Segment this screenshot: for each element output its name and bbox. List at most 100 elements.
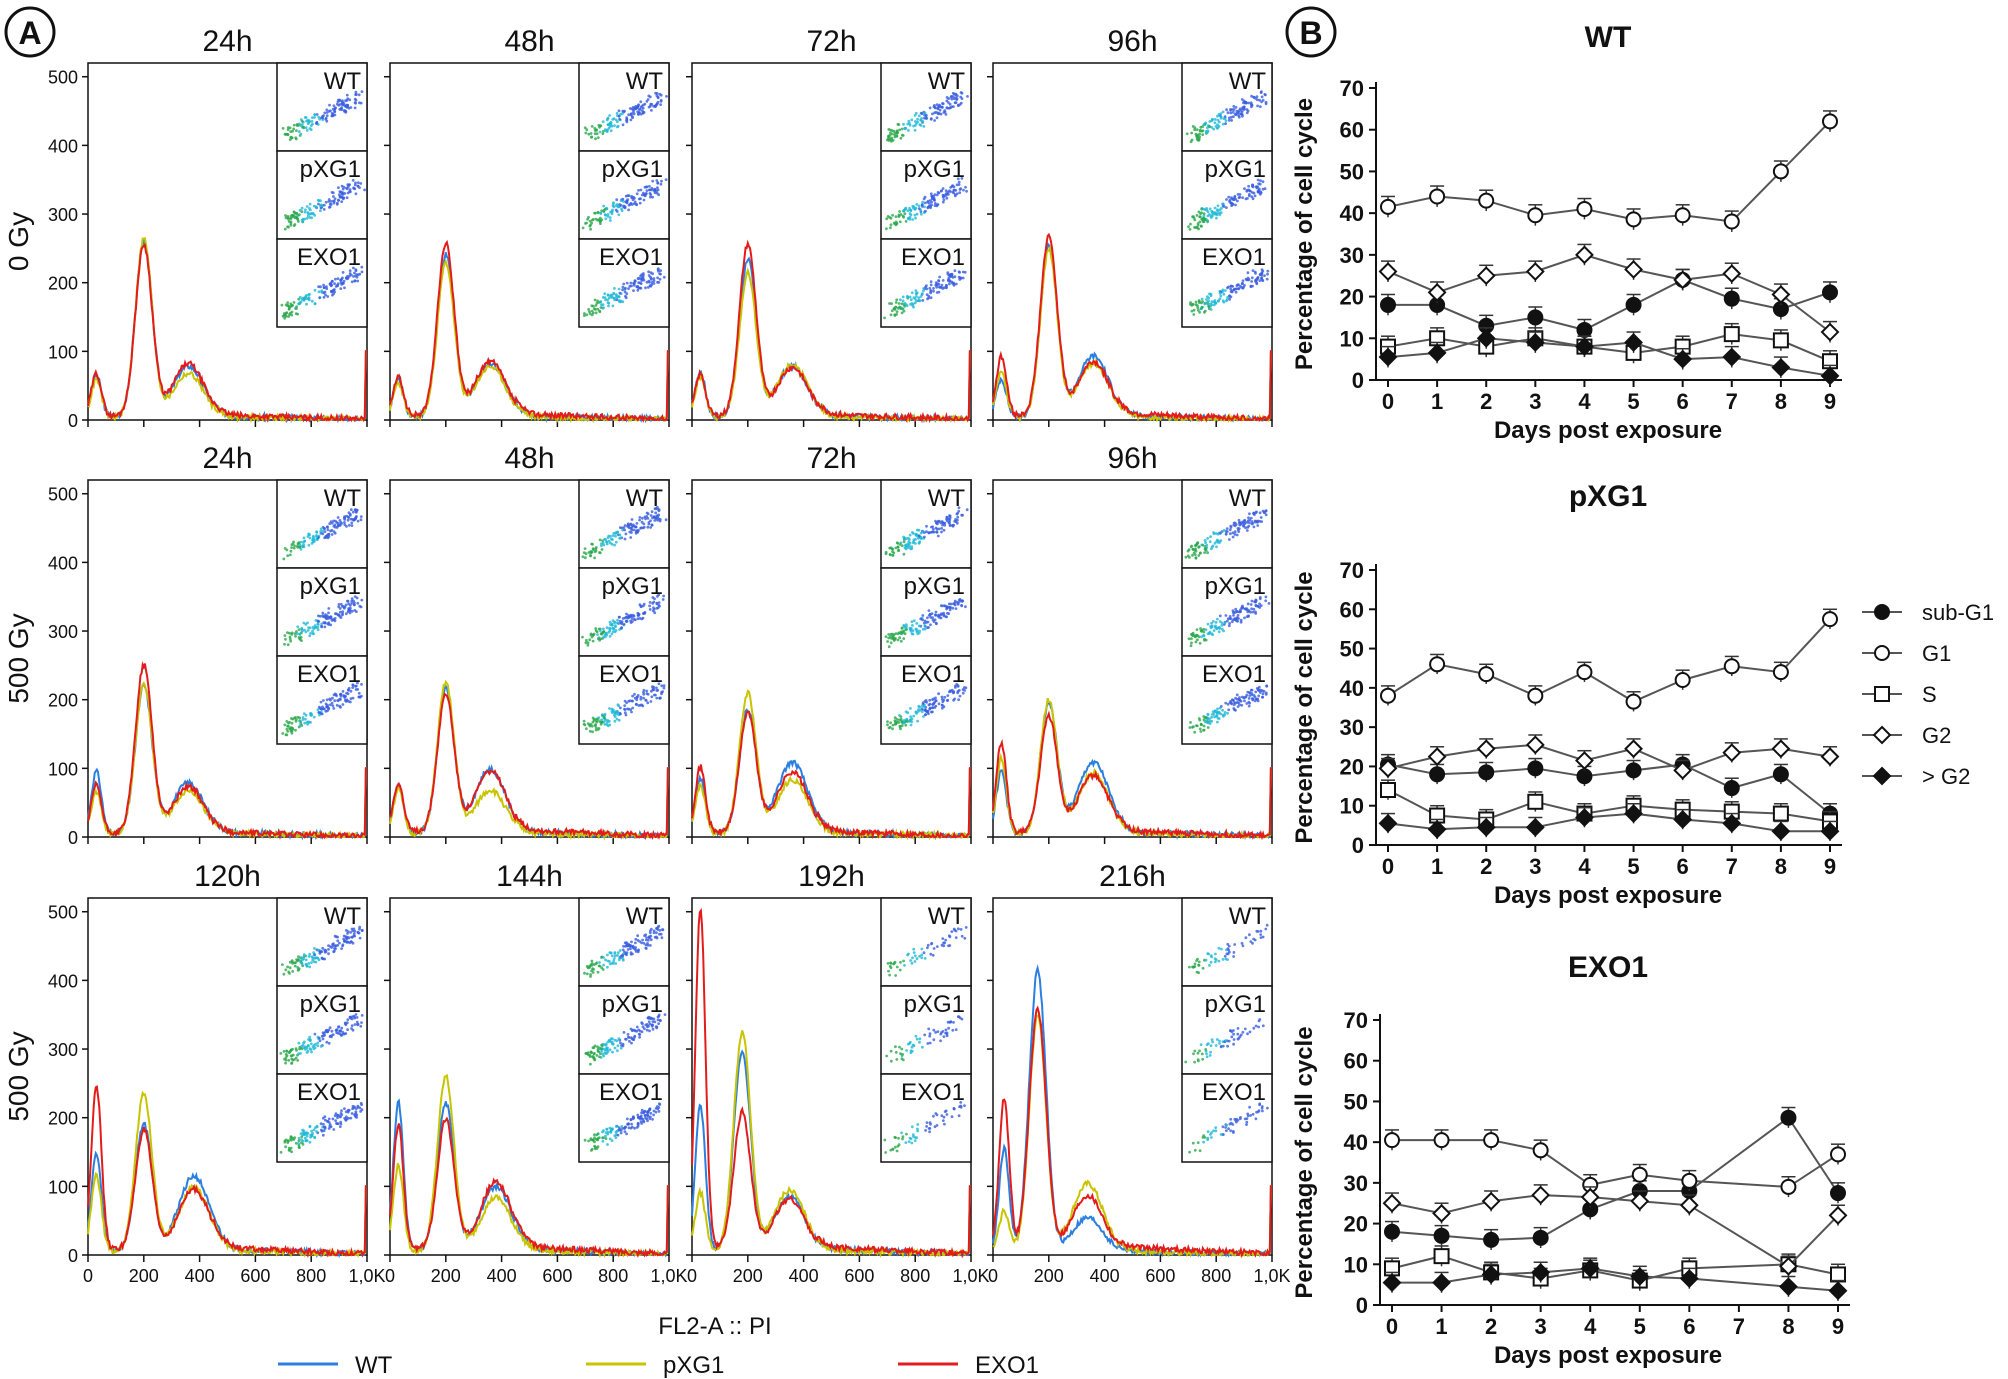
scatter-dot [942,944,946,948]
scatter-dot [1259,604,1263,607]
data-point [1380,296,1396,313]
scatter-dot [907,540,911,544]
scatter-dot [1241,114,1244,118]
scatter-dot [886,720,889,723]
scatter-dot [345,691,348,695]
inset-label: WT [928,68,966,95]
scatter-dot [636,950,640,954]
scatter-dot [602,1054,606,1058]
scatter-dot [591,1138,595,1142]
scatter-dot [325,285,328,289]
inset-label: EXO1 [901,1079,965,1106]
scatter-dot [591,639,595,643]
scatter-dot [318,296,322,300]
scatter-dot [609,219,612,222]
scatter-dot [951,281,954,285]
scatter-dot [332,519,335,523]
scatter-dot [925,709,928,713]
scatter-dot [1210,547,1213,551]
scatter-dot [931,953,935,957]
scatter-dot [933,202,937,205]
scatter-dot [636,285,639,288]
scatter-dot [910,620,914,624]
scatter-dot [1197,545,1201,549]
scatter-dot [893,719,897,723]
scatter-dot [902,309,906,313]
scatter-dot [342,196,346,200]
scatter-dot [287,217,290,221]
panel-title: 72h [806,442,856,475]
scatter-dot [590,125,594,128]
scatter-dot [297,628,301,631]
scatter-dot [960,934,964,938]
scatter-dot [652,1113,655,1117]
scatter-dot [640,1108,644,1112]
scatter-dot [958,103,962,106]
scatter-dot [958,598,961,602]
scatter-dot [342,605,345,608]
scatter-dot [606,720,609,724]
scatter-dot [354,90,358,94]
scatter-dot [1243,1027,1247,1031]
scatter-dot [285,311,289,314]
y-tick-label: 30 [1340,243,1364,268]
scatter-dot [639,286,643,290]
scatter-dot [1226,942,1230,946]
scatter-dot [1234,607,1238,611]
scatter-dot [891,213,894,217]
scatter-dot [589,975,592,978]
scatter-dot [1259,516,1263,519]
scatter-dot [623,616,627,620]
scatter-dot [914,111,918,115]
scatter-dot [1264,599,1268,603]
scatter-dot [910,961,914,965]
scatter-dot [301,1128,304,1132]
histogram-line-exo1 [389,1116,669,1259]
scatter-dot [335,1031,339,1034]
scatter-dot [1238,523,1242,527]
scatter-dot [906,720,909,723]
scatter-dot [610,1128,614,1132]
scatter-dot [913,960,917,963]
scatter-dot [1219,712,1223,716]
scatter-dot [1199,224,1203,228]
x-axis-label: Days post exposure [1494,417,1722,444]
scatter-dot [1199,730,1203,733]
scatter-dot [890,309,894,313]
scatter-dot [608,960,611,963]
scatter-dot [616,120,619,123]
scatter-dot [649,938,653,942]
data-point [1723,290,1740,307]
scatter-dot [649,700,653,703]
scatter-dot [587,215,590,219]
scatter-dot [1266,269,1270,273]
scatter-dot [1252,512,1255,515]
scatter-dot [309,632,312,635]
scatter-dot [351,1104,355,1108]
scatter-dot [1234,523,1238,526]
scatter-dot [356,1105,360,1109]
scatter-dot [636,110,639,114]
scatter-dot [1226,702,1230,706]
scatter-dot [590,635,594,639]
scatter-dot [922,197,926,201]
inset-label: pXG1 [904,991,965,1018]
scatter-dot [656,186,659,190]
scatter-dot [322,283,325,287]
scatter-dot [657,601,661,604]
scatter-dot [914,289,918,293]
scatter-dot [1217,946,1221,950]
scatter-dot [948,514,952,518]
scatter-dot [343,939,346,943]
scatter-dot [651,688,655,692]
scatter-dot [360,1021,363,1024]
scatter-dot [626,616,629,620]
scatter-dot [316,628,320,632]
scatter-dot [895,1058,899,1061]
scatter-dot [932,287,935,290]
scatter-dot [1217,113,1221,116]
scatter-dot [613,124,616,127]
scatter-dot [615,621,619,625]
scatter-dot [914,1034,918,1038]
